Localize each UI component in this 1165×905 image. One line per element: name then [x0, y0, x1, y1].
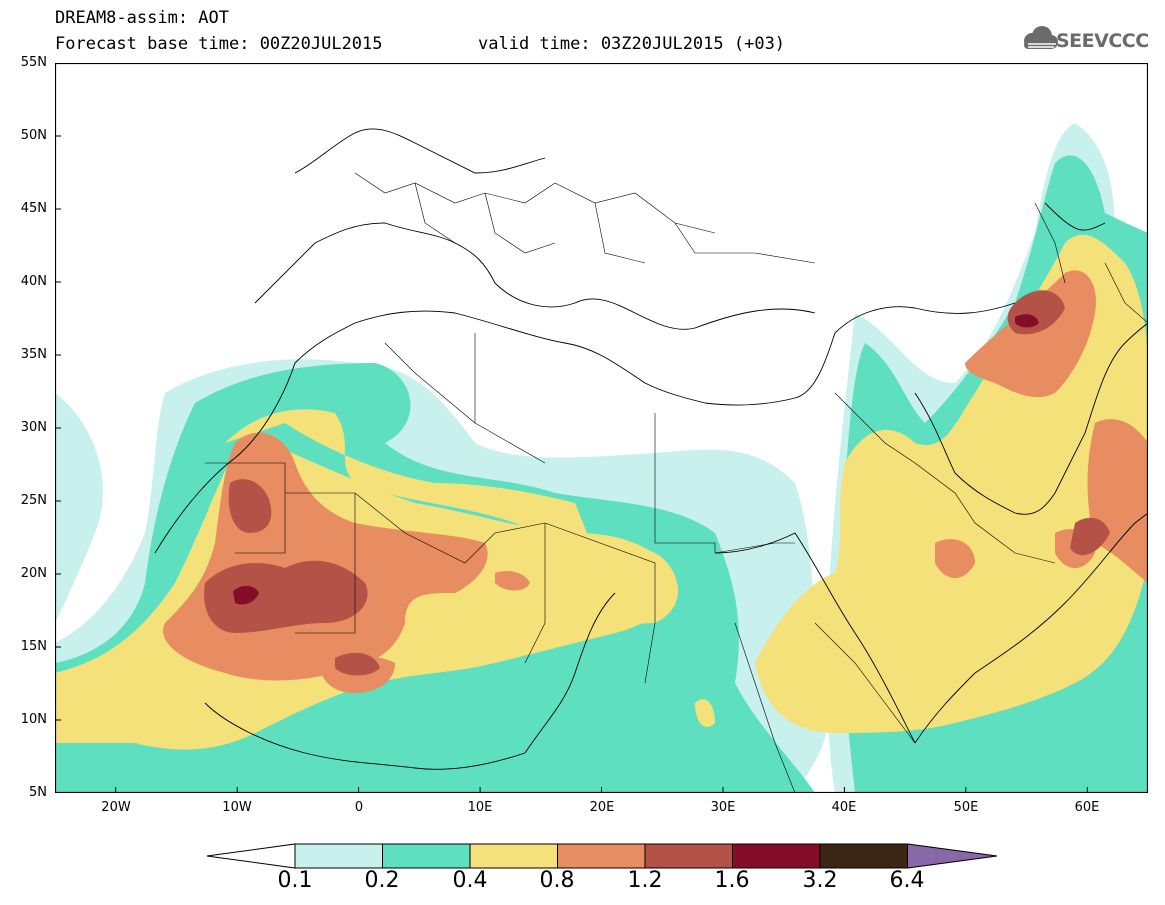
forecast-base-time: Forecast base time: 00Z20JUL2015 — [55, 34, 383, 54]
colorbar-bin — [294, 843, 383, 869]
colorbar-bin — [469, 843, 558, 869]
colorbar-label: 0.4 — [452, 868, 488, 893]
chart-title: DREAM8-assim: AOT — [55, 8, 229, 28]
lat-tick-label: 20N — [20, 566, 47, 581]
colorbar-label: 3.2 — [802, 868, 838, 893]
lat-tick-label: 55N — [20, 55, 47, 70]
lon-tick-label: 60E — [1074, 800, 1100, 815]
colorbar-label: 1.6 — [714, 868, 750, 893]
colorbar-low-extension — [206, 843, 296, 869]
colorbar-bin — [732, 843, 821, 869]
colorbar-label: 0.2 — [364, 868, 400, 893]
lat-tick-label: 30N — [20, 420, 47, 435]
aot-contour-1.2 — [204, 290, 1110, 676]
lat-tick-label: 40N — [20, 274, 47, 289]
lon-tick-label: 40E — [831, 800, 857, 815]
lat-tick-label: 15N — [20, 639, 47, 654]
lat-tick-label: 35N — [20, 347, 47, 362]
lat-tick-label: 25N — [20, 493, 47, 508]
coastlines — [55, 63, 1148, 793]
lon-tick-label: 30E — [710, 800, 736, 815]
valid-time: valid time: 03Z20JUL2015 (+03) — [478, 34, 786, 54]
colorbar-label: 0.1 — [277, 868, 313, 893]
aot-map — [55, 63, 1148, 793]
colorbar-label: 6.4 — [889, 868, 925, 893]
colorbar — [206, 843, 998, 869]
colorbar-bin — [644, 843, 733, 869]
lon-tick-label: 10W — [222, 800, 252, 815]
aot-contour-1.6 — [233, 314, 1039, 605]
cloud-logo-icon — [1024, 26, 1058, 49]
colorbar-bin — [557, 843, 646, 869]
lon-tick-label: 10E — [467, 800, 493, 815]
lon-tick-label: 0 — [354, 800, 364, 815]
colorbar-bin — [819, 843, 908, 869]
lon-tick-label: 20W — [101, 800, 131, 815]
country-borders — [205, 172, 1148, 793]
lat-tick-label: 50N — [20, 128, 47, 143]
logo-text: SEEVCCC — [1056, 30, 1149, 52]
lat-tick-label: 45N — [20, 201, 47, 216]
colorbar-bin — [382, 843, 471, 869]
colorbar-label: 1.2 — [627, 868, 663, 893]
lon-tick-label: 50E — [953, 800, 979, 815]
map-frame-border — [55, 63, 1148, 793]
colorbar-label: 0.8 — [539, 868, 575, 893]
lon-tick-label: 20E — [589, 800, 615, 815]
colorbar-high-extension — [907, 843, 998, 869]
lat-tick-label: 5N — [29, 785, 47, 800]
lat-tick-label: 10N — [20, 712, 47, 727]
